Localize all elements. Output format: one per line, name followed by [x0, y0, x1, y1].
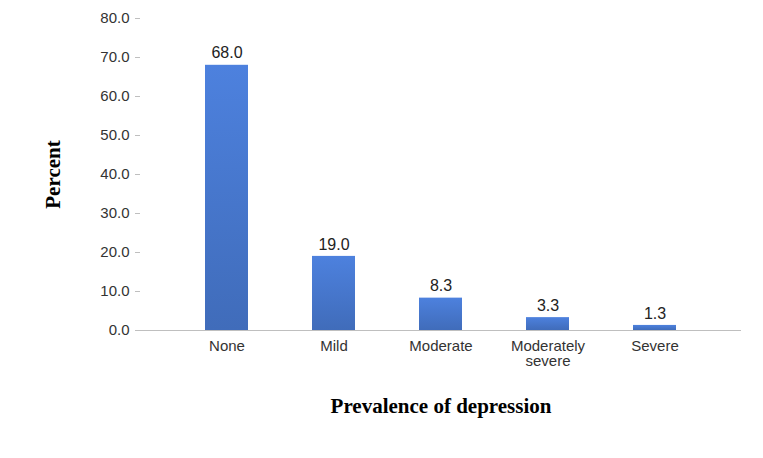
svg-text:0.0: 0.0: [109, 321, 130, 338]
svg-text:1.3: 1.3: [644, 305, 666, 322]
svg-text:80.0: 80.0: [100, 9, 129, 26]
svg-text:19.0: 19.0: [318, 236, 349, 253]
svg-text:30.0: 30.0: [100, 204, 129, 221]
svg-text:Percent: Percent: [41, 140, 65, 208]
svg-text:Prevalence of depression: Prevalence of depression: [331, 394, 552, 418]
svg-text:8.3: 8.3: [430, 277, 452, 294]
svg-text:Moderate: Moderate: [409, 337, 472, 354]
svg-text:68.0: 68.0: [211, 44, 242, 61]
svg-text:60.0: 60.0: [100, 87, 129, 104]
svg-text:Moderatelysevere: Moderatelysevere: [511, 337, 586, 369]
svg-text:50.0: 50.0: [100, 126, 129, 143]
svg-text:3.3: 3.3: [537, 297, 559, 314]
svg-text:20.0: 20.0: [100, 243, 129, 260]
svg-text:10.0: 10.0: [100, 282, 129, 299]
svg-text:40.0: 40.0: [100, 165, 129, 182]
svg-text:70.0: 70.0: [100, 48, 129, 65]
svg-text:Severe: Severe: [631, 337, 679, 354]
svg-text:None: None: [209, 337, 245, 354]
svg-text:Mild: Mild: [320, 337, 348, 354]
